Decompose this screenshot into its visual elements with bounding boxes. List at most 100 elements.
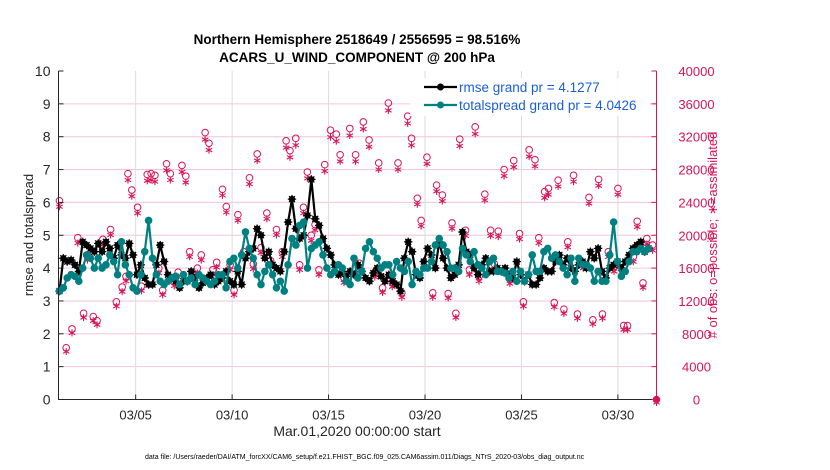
totalspread-point (218, 270, 227, 279)
rmse-point (396, 286, 405, 296)
totalspread-point (125, 270, 134, 279)
obs-possible-marker (291, 134, 300, 143)
obs-assimilated-marker (375, 165, 383, 173)
obs-assimilated-marker (550, 303, 558, 311)
obs-assimilated-marker (573, 314, 581, 322)
rmse-point (431, 263, 440, 273)
totalspread-point (489, 254, 498, 263)
legend-label-rmse: rmse grand pr = 4.1277 (459, 80, 600, 95)
obs-possible-marker (407, 134, 416, 143)
rmse-point (380, 277, 390, 286)
totalspread-point (144, 216, 153, 225)
legend-entry-rmse: rmse grand pr = 4.1277 (424, 80, 600, 95)
totalspread-point (369, 247, 378, 256)
totalspread-point (59, 284, 68, 292)
right-tick-label: 16000 (678, 261, 714, 276)
left-axis-ticks: 0 1 2 3 4 5 6 7 8 9 10 (35, 63, 64, 408)
rmse-point (237, 280, 246, 289)
obs-assimilated-marker (394, 165, 402, 173)
totalspread-point (594, 267, 602, 276)
obs-assimilated-marker (122, 277, 130, 285)
obs-possible-marker (455, 135, 464, 143)
obs-assimilated-marker (365, 143, 373, 151)
rmse-point (531, 280, 541, 289)
obs-possible-marker (525, 146, 533, 154)
obs-assimilated-marker (475, 277, 483, 285)
rmse-point (97, 247, 107, 256)
obs-assimilated-marker (311, 226, 319, 234)
rmse-point (260, 254, 270, 263)
totalspread-point (121, 261, 130, 269)
obs-assimilated-marker (159, 291, 167, 299)
rmse-point (590, 254, 599, 263)
obs-assimilated-marker (55, 203, 63, 211)
obs-possible-marker (413, 194, 422, 203)
totalspread-point (590, 277, 599, 286)
series-totalspread (55, 216, 653, 295)
right-tick-label: 8000 (682, 327, 711, 342)
rmse-point (283, 217, 293, 227)
totalspread-point (516, 267, 525, 276)
obs-possible-marker (481, 190, 489, 198)
obs-assimilated-marker (332, 137, 340, 145)
totalspread-point (385, 261, 393, 269)
rmse-point (369, 268, 378, 278)
left-tick-label: 3 (43, 293, 51, 309)
totalspread-point (427, 257, 436, 266)
rmse-point (473, 270, 483, 279)
obs-assimilated-marker (599, 314, 606, 322)
totalspread-point (272, 284, 281, 292)
legend-label-totalspread: totalspread grand pr = 4.0426 (459, 98, 637, 113)
totalspread-point (253, 270, 261, 279)
obs-assimilated-marker (182, 178, 190, 186)
totalspread-point (613, 257, 622, 266)
totalspread-point (392, 257, 401, 266)
rmse-point (307, 175, 316, 184)
obs-possible-marker (365, 136, 373, 144)
obs-assimilated-marker (263, 215, 271, 223)
rmse-point (376, 272, 386, 281)
right-tick-label: 24000 (678, 195, 714, 210)
obs-assimilated-marker (205, 146, 213, 154)
obs-possible-marker (585, 193, 593, 202)
obs-assimilated-marker (282, 144, 290, 152)
obs-possible-marker (374, 159, 383, 167)
obs-assimilated-marker (554, 182, 562, 190)
obs-possible-marker (569, 171, 578, 180)
totalspread-point (171, 272, 180, 281)
rmse-point (407, 247, 417, 256)
rmse-point (125, 239, 134, 248)
y-axis-label-left: rmse and totalspread (21, 174, 36, 296)
obs-possible-marker (299, 203, 308, 212)
rmse-point (438, 254, 448, 263)
totalspread-point (230, 254, 238, 263)
obs-assimilated-marker (230, 291, 238, 299)
right-tick-label: 40000 (678, 64, 714, 79)
obs-assimilated-marker (89, 317, 97, 325)
totalspread-point (481, 270, 490, 279)
rmse-point (326, 250, 335, 260)
obs-assimilated-marker (535, 239, 543, 247)
totalspread-point (152, 270, 161, 279)
obs-possible-marker (320, 160, 329, 169)
totalspread-point (505, 274, 513, 282)
obs-possible-marker (359, 118, 368, 126)
totalspread-point (602, 277, 610, 286)
rmse-point (314, 221, 324, 230)
totalspread-point (113, 270, 122, 279)
rmse-point (423, 244, 432, 253)
obs-assimilated-marker (465, 271, 473, 279)
obs-assimilated-marker (222, 208, 230, 216)
totalspread-point (315, 238, 323, 246)
obs-assimilated-marker (151, 178, 159, 186)
rmse-point (365, 277, 374, 286)
y-axis-label-right: # of obs: o=possible; ∗=assimilated (705, 132, 720, 339)
totalspread-point (94, 254, 103, 263)
obs-possible-marker (147, 169, 155, 178)
obs-possible-marker (351, 150, 360, 159)
obs-assimilated-marker (456, 142, 464, 150)
obs-assimilated-marker (404, 119, 412, 127)
obs-possible-marker (55, 196, 64, 205)
totalspread-point (237, 251, 246, 259)
left-tick-label: 9 (43, 96, 51, 112)
